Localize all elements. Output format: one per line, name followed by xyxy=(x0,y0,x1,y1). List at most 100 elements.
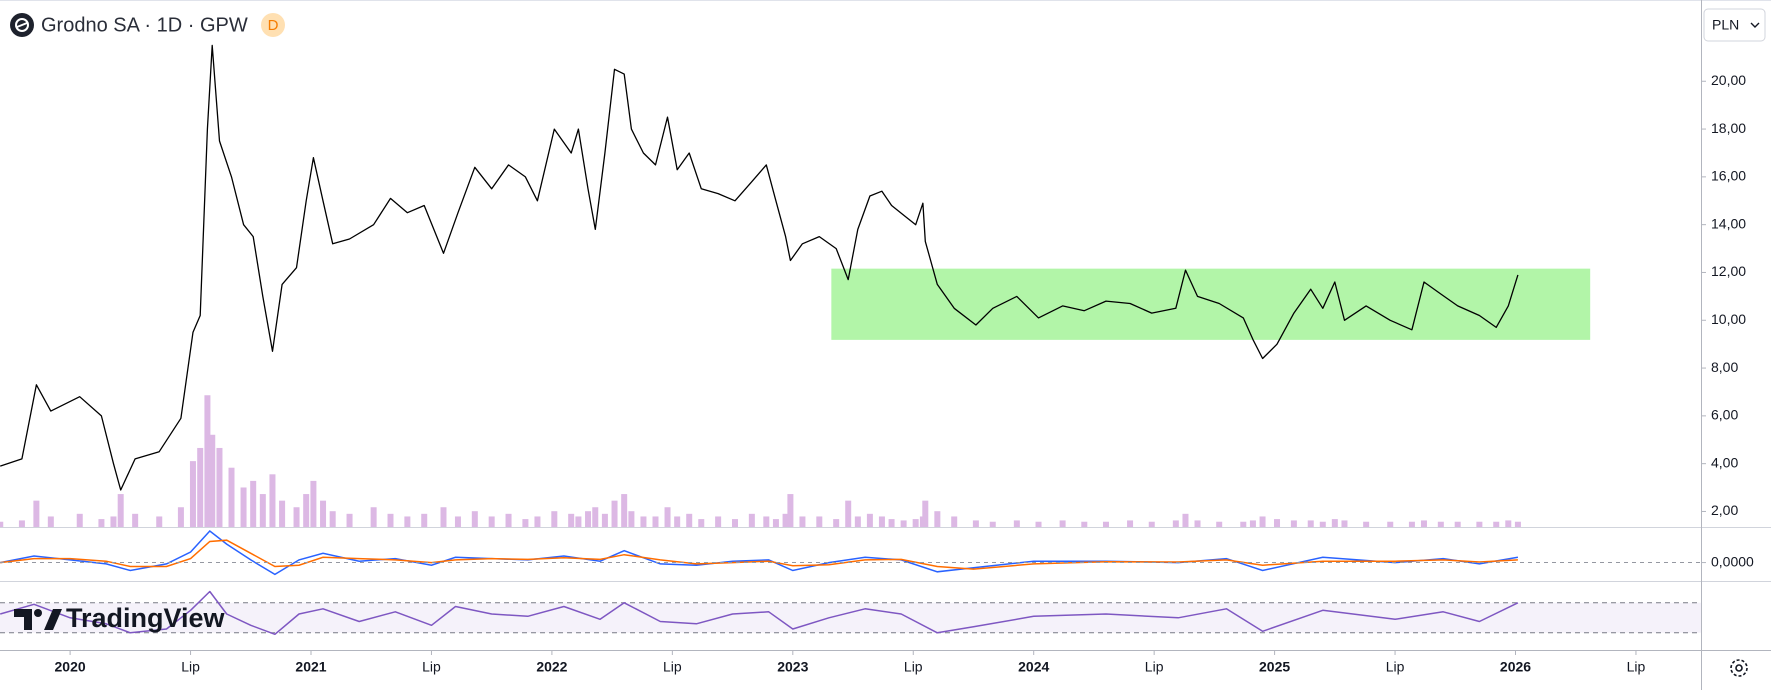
settings-icon[interactable] xyxy=(1730,659,1748,677)
volume-bar xyxy=(303,494,310,527)
currency-dropdown-arrow[interactable] xyxy=(1750,22,1760,28)
logo-mark xyxy=(44,609,62,630)
volume-bar xyxy=(1331,519,1338,527)
volume-bar xyxy=(404,516,411,527)
volume-bar xyxy=(310,480,317,527)
x-tick-label: 2025 xyxy=(1259,659,1290,675)
x-tick-label: Lip xyxy=(904,659,923,675)
volume-bar xyxy=(934,511,941,527)
volume-bar xyxy=(522,519,529,527)
volume-bar xyxy=(731,519,738,527)
settings-icon[interactable] xyxy=(1735,664,1743,672)
volume-bar xyxy=(471,511,478,527)
volume-bar xyxy=(1035,521,1042,527)
volume-bar xyxy=(387,513,394,527)
volume-bar xyxy=(585,511,592,527)
volume-bar xyxy=(293,507,300,527)
volume-bar xyxy=(454,516,461,527)
x-tick-label: 2022 xyxy=(536,659,567,675)
volume-bar xyxy=(110,516,117,527)
volume-bar xyxy=(189,461,196,527)
volume-bar xyxy=(279,500,286,527)
volume-bar xyxy=(1274,519,1281,527)
volume-bar xyxy=(1127,520,1134,527)
volume-bar xyxy=(900,520,907,527)
volume-bar xyxy=(989,521,996,527)
volume-bar xyxy=(601,513,608,527)
volume-bar xyxy=(1341,520,1348,527)
volume-bar xyxy=(592,507,599,527)
volume-bar xyxy=(1454,521,1461,527)
volume-bar xyxy=(674,516,681,527)
volume-bar xyxy=(209,434,216,527)
volume-bar xyxy=(1172,520,1179,527)
rectangle-zone xyxy=(831,268,1591,340)
y-tick-label: 0,0000 xyxy=(1711,553,1754,569)
volume-bar xyxy=(1307,520,1314,527)
x-tick-label: 2026 xyxy=(1500,659,1531,675)
symbol-icon-glyph xyxy=(15,18,29,32)
currency-label[interactable]: PLN xyxy=(1712,17,1739,33)
volume-bar xyxy=(763,516,770,527)
interval-badge-text: D xyxy=(268,17,279,34)
volume-bar xyxy=(912,519,919,527)
volume-bar xyxy=(686,513,693,527)
y-tick-label: 18,00 xyxy=(1711,120,1746,136)
x-tick-label: 2024 xyxy=(1018,659,1049,675)
volume-bar xyxy=(228,467,235,527)
x-tick-label: Lip xyxy=(422,659,441,675)
volume-bar xyxy=(156,516,163,527)
rsi-band-background xyxy=(0,602,1701,633)
volume-bar xyxy=(845,500,852,527)
volume-bar xyxy=(1216,521,1223,527)
x-tick-label: 2021 xyxy=(295,659,326,675)
volume-bar xyxy=(611,500,618,527)
volume-bar xyxy=(240,487,247,527)
y-tick-label: 16,00 xyxy=(1711,168,1746,184)
volume-bar xyxy=(1059,520,1066,527)
volume-bar xyxy=(1013,520,1020,527)
volume-bar xyxy=(1240,521,1247,527)
x-tick-label: 2023 xyxy=(777,659,808,675)
volume-bar xyxy=(698,519,705,527)
y-tick-label: 10,00 xyxy=(1711,311,1746,327)
volume-bar xyxy=(1437,521,1444,527)
volume-bar xyxy=(664,507,671,527)
volume-bar xyxy=(320,500,327,527)
volume-bar xyxy=(1182,513,1189,527)
volume-bar xyxy=(76,513,83,527)
volume-bar xyxy=(204,395,211,527)
volume-bar xyxy=(972,520,979,527)
volume-bar xyxy=(1387,521,1394,527)
volume-bar xyxy=(1408,521,1415,527)
indicator-line xyxy=(0,539,1518,570)
volume-bar xyxy=(33,500,40,527)
plot-area xyxy=(0,44,1701,636)
volume-bar xyxy=(117,494,124,527)
volume-bar xyxy=(1420,520,1427,527)
currency-button[interactable] xyxy=(1703,8,1766,42)
y-tick-label: 20,00 xyxy=(1711,72,1746,88)
volume-bar xyxy=(1476,521,1483,527)
symbol-title[interactable]: Grodno SA · 1D · GPW xyxy=(41,14,248,36)
volume-bar xyxy=(1148,521,1155,527)
volume-bar xyxy=(922,500,929,527)
volume-bar xyxy=(488,516,495,527)
volume-bar xyxy=(534,516,541,527)
volume-bar xyxy=(1081,521,1088,527)
volume-bar xyxy=(1290,520,1297,527)
volume-bar xyxy=(177,507,184,527)
volume-bar xyxy=(715,516,722,527)
logo-text: TradingView xyxy=(66,603,226,633)
volume-bar xyxy=(1249,520,1256,527)
volume-bar xyxy=(197,447,204,527)
volume-bar xyxy=(440,507,447,527)
volume-bar xyxy=(329,511,336,527)
volume-bar xyxy=(1505,520,1512,527)
volume-bar xyxy=(551,511,558,527)
volume-bar xyxy=(1259,516,1266,527)
volume-bar xyxy=(132,513,139,527)
volume-bar xyxy=(259,494,266,527)
